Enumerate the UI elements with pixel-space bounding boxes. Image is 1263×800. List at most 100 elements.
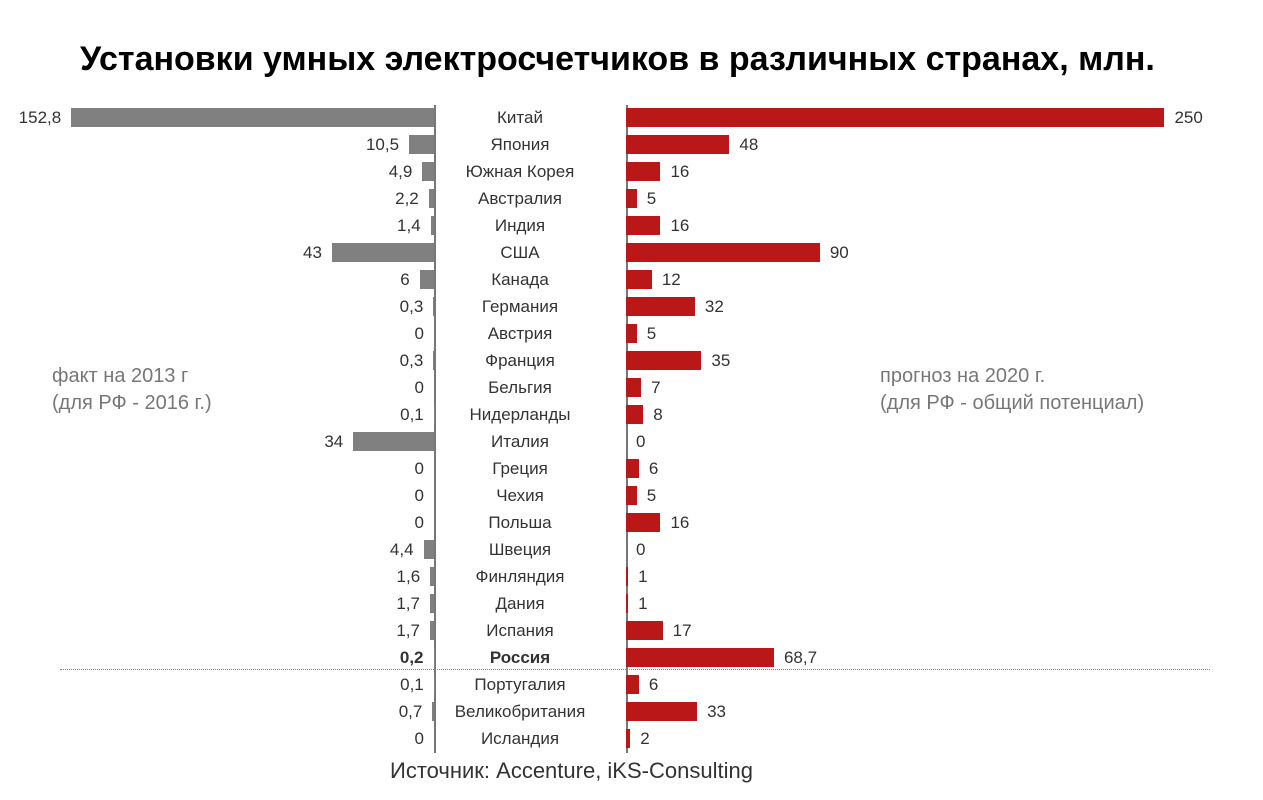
left-bar [430, 594, 434, 613]
right-bar [626, 405, 643, 424]
data-row: 4,9Южная Корея16 [0, 159, 1263, 186]
right-bar [626, 297, 695, 316]
right-value-label: 17 [673, 621, 692, 641]
right-value-label: 16 [670, 162, 689, 182]
left-value-label: 4,9 [389, 162, 413, 182]
right-bar [626, 108, 1164, 127]
data-row: 0,7 Великобритания 33 [0, 699, 1263, 726]
right-value-label: 5 [647, 324, 656, 344]
right-value-label: 250 [1174, 108, 1202, 128]
left-value-label: 34 [324, 432, 343, 452]
category-label: Италия [440, 432, 600, 452]
left-value-label: 1,4 [397, 216, 421, 236]
left-value-label: 4,4 [390, 540, 414, 560]
data-row: 0Греция6 [0, 456, 1263, 483]
right-bar [626, 702, 697, 721]
source-label: Источник: Accenture, iKS-Consulting [390, 758, 753, 784]
right-value-label: 16 [670, 216, 689, 236]
left-value-label: 0,3 [400, 297, 424, 317]
left-bar [71, 108, 434, 127]
category-label: Китай [440, 108, 600, 128]
right-value-label: 5 [647, 189, 656, 209]
category-label: Великобритания [440, 702, 600, 722]
category-label: Бельгия [440, 378, 600, 398]
right-bar [626, 675, 639, 694]
right-bar [626, 216, 660, 235]
right-value-label: 16 [670, 513, 689, 533]
category-label: Швеция [440, 540, 600, 560]
category-label: Греция [440, 459, 600, 479]
category-label: Польша [440, 513, 600, 533]
left-bar [424, 540, 434, 559]
left-value-label: 2,2 [395, 189, 419, 209]
category-label: Чехия [440, 486, 600, 506]
left-value-label: 43 [303, 243, 322, 263]
right-bar [626, 324, 637, 343]
left-bar [420, 270, 434, 289]
left-value-label: 152,8 [19, 108, 62, 128]
right-bar [626, 567, 628, 586]
left-value-label: 6 [400, 270, 409, 290]
right-caption: прогноз на 2020 г.(для РФ - общий потенц… [880, 363, 1144, 417]
right-bar [626, 648, 774, 667]
data-row: 34 Италия 0 [0, 429, 1263, 456]
right-value-label: 0 [636, 540, 645, 560]
left-caption: факт на 2013 г(для РФ - 2016 г.) [52, 363, 212, 417]
left-value-label: 1,7 [396, 594, 420, 614]
data-row: 0,2Россия68,7 [0, 645, 1263, 672]
right-value-label: 0 [636, 432, 645, 452]
right-value-label: 1 [638, 594, 647, 614]
left-bar [433, 297, 434, 316]
left-bar [430, 621, 434, 640]
right-value-label: 48 [739, 135, 758, 155]
left-value-label: 0 [415, 729, 424, 749]
data-row: 0Чехия5 [0, 483, 1263, 510]
category-label: Япония [440, 135, 600, 155]
data-row: 1,4Индия16 [0, 213, 1263, 240]
data-row: 10,5 Япония 48 [0, 132, 1263, 159]
left-value-label: 10,5 [366, 135, 399, 155]
right-value-label: 8 [653, 405, 662, 425]
right-value-label: 90 [830, 243, 849, 263]
left-value-label: 0 [415, 459, 424, 479]
right-bar [626, 189, 637, 208]
right-bar [626, 378, 641, 397]
left-bar [353, 432, 434, 451]
data-row: 0,3Германия32 [0, 294, 1263, 321]
data-row: 0Польша16 [0, 510, 1263, 537]
data-row: 1,7Испания17 [0, 618, 1263, 645]
category-label: Австралия [440, 189, 600, 209]
data-row: 152,8 Китай 250 [0, 105, 1263, 132]
data-row: 4,4 Швеция 0 [0, 537, 1263, 564]
category-label: Россия [440, 648, 600, 668]
data-row: 0Исландия2 [0, 726, 1263, 753]
left-bar [431, 216, 434, 235]
right-value-label: 68,7 [784, 648, 817, 668]
left-value-label: 0 [415, 378, 424, 398]
left-value-label: 0,1 [400, 675, 424, 695]
right-bar [626, 513, 660, 532]
right-value-label: 33 [707, 702, 726, 722]
right-value-label: 7 [651, 378, 660, 398]
right-value-label: 6 [649, 675, 658, 695]
data-row: 1,7 Дания 1 [0, 591, 1263, 618]
left-value-label: 0,3 [400, 351, 424, 371]
category-label: Финляндия [440, 567, 600, 587]
left-bar [332, 243, 434, 262]
highlight-rule [60, 669, 1210, 670]
right-bar [626, 243, 820, 262]
left-bar [430, 567, 434, 586]
left-bar [422, 162, 434, 181]
left-value-label: 0 [415, 324, 424, 344]
left-value-label: 0 [415, 486, 424, 506]
right-value-label: 2 [640, 729, 649, 749]
right-value-label: 32 [705, 297, 724, 317]
left-value-label: 0,7 [399, 702, 423, 722]
right-bar [626, 621, 663, 640]
category-label: Португалия [440, 675, 600, 695]
data-row: 2,2 Австралия 5 [0, 186, 1263, 213]
left-bar [432, 702, 434, 721]
category-label: Дания [440, 594, 600, 614]
right-bar [626, 729, 630, 748]
right-value-label: 35 [711, 351, 730, 371]
